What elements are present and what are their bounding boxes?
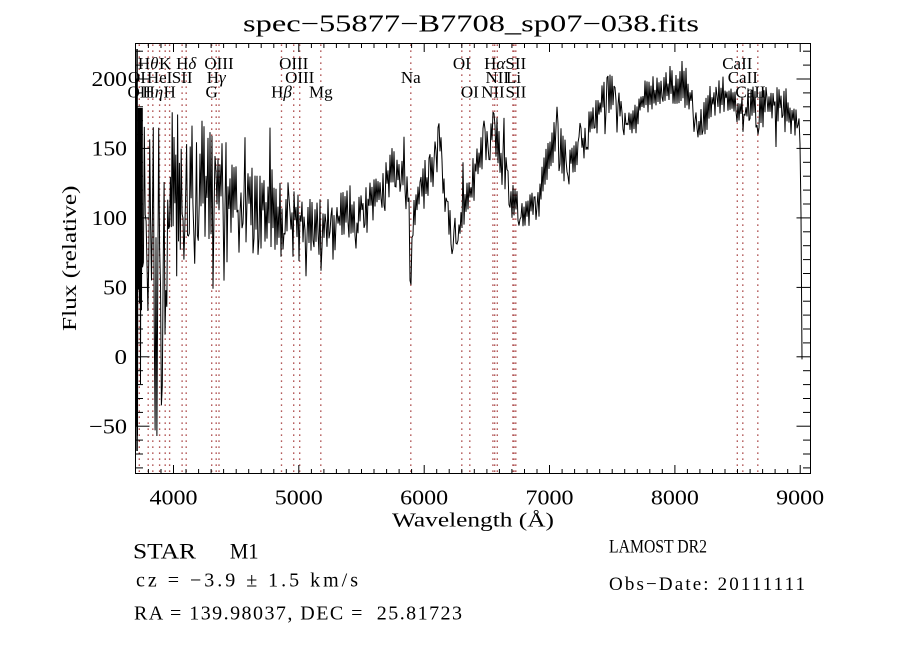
svg-text:9000: 9000 <box>776 486 824 510</box>
svg-text:100: 100 <box>92 206 128 230</box>
svg-text:OIII: OIII <box>279 54 309 73</box>
svg-text:Obs−Date: 20111111: Obs−Date: 20111111 <box>609 574 805 595</box>
svg-text:Hθ: Hθ <box>138 54 159 73</box>
svg-text:6000: 6000 <box>400 486 448 510</box>
svg-text:SII: SII <box>506 83 527 102</box>
svg-text:4000: 4000 <box>150 486 198 510</box>
svg-text:Hα: Hα <box>484 54 506 73</box>
svg-text:OII: OII <box>127 83 151 102</box>
svg-text:7000: 7000 <box>526 486 574 510</box>
svg-text:150: 150 <box>92 137 128 161</box>
svg-text:H: H <box>163 83 175 102</box>
svg-text:Flux (relative): Flux (relative) <box>59 186 81 332</box>
svg-text:SII: SII <box>172 68 193 87</box>
svg-text:STAR: STAR <box>133 539 196 564</box>
svg-text:K: K <box>159 54 172 73</box>
svg-text:5000: 5000 <box>275 486 323 510</box>
svg-text:G: G <box>206 83 218 102</box>
svg-text:OI: OI <box>453 54 471 73</box>
svg-text:−50: −50 <box>89 414 127 438</box>
svg-text:Li: Li <box>506 68 521 87</box>
svg-text:Hη: Hη <box>142 83 163 102</box>
svg-text:OIII: OIII <box>285 68 315 87</box>
svg-text:Mg: Mg <box>309 83 333 102</box>
svg-text:HeI: HeI <box>147 68 173 87</box>
svg-text:200: 200 <box>92 67 128 91</box>
svg-text:CaII: CaII <box>735 83 766 102</box>
svg-text:CaII: CaII <box>728 68 759 87</box>
svg-text:CaII: CaII <box>722 54 753 73</box>
svg-text:8000: 8000 <box>651 486 699 510</box>
svg-text:0: 0 <box>115 345 128 369</box>
svg-text:OIII: OIII <box>204 54 234 73</box>
svg-text:50: 50 <box>103 276 127 300</box>
svg-text:RA = 139.98037, DEC = 25.8172: RA = 139.98037, DEC = 25.81723 <box>134 603 462 625</box>
svg-text:SII: SII <box>505 54 526 73</box>
svg-text:spec−55877−B7708_sp07−038.fits: spec−55877−B7708_sp07−038.fits <box>243 12 699 38</box>
svg-text:cz = −3.9 ± 1.5 km/s: cz = −3.9 ± 1.5 km/s <box>136 569 358 591</box>
svg-text:Hβ: Hβ <box>271 83 292 102</box>
svg-text:OI: OI <box>461 83 479 102</box>
svg-text:M1: M1 <box>230 539 259 564</box>
svg-text:NII: NII <box>481 83 505 102</box>
svg-text:NII: NII <box>485 68 509 87</box>
svg-text:Hγ: Hγ <box>207 68 227 87</box>
svg-text:OI: OI <box>128 68 146 87</box>
svg-text:Na: Na <box>401 68 421 87</box>
svg-text:LAMOST DR2: LAMOST DR2 <box>609 537 707 558</box>
svg-text:Wavelength (Å): Wavelength (Å) <box>392 510 554 532</box>
svg-text:Hδ: Hδ <box>176 54 197 73</box>
